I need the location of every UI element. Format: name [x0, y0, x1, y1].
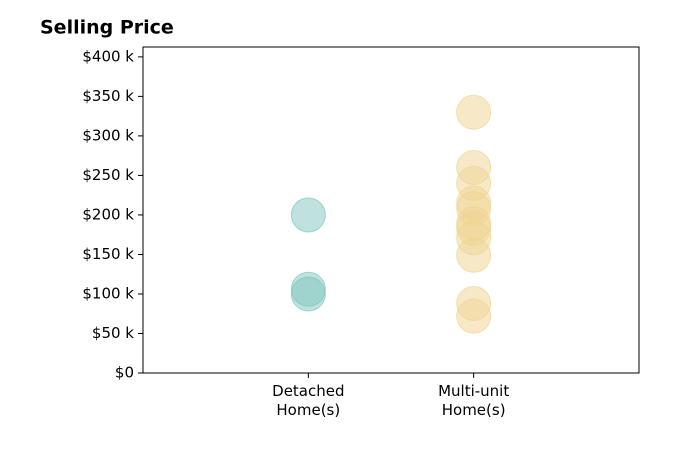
- y-tick-label: $300 k: [82, 126, 134, 144]
- point: [456, 94, 492, 130]
- y-tick-label: $400 k: [82, 47, 134, 65]
- point: [290, 276, 326, 312]
- x-tick-label: Detached Home(s): [272, 382, 345, 419]
- y-tick-label: $150 k: [82, 245, 134, 263]
- y-tick-label: $350 k: [82, 87, 134, 105]
- y-tick-label: $50 k: [92, 324, 134, 342]
- point: [456, 237, 492, 273]
- plot-frame: [142, 46, 640, 374]
- point: [290, 197, 326, 233]
- chart-title: Selling Price: [40, 17, 174, 39]
- x-tick-label: Multi-unit Home(s): [438, 382, 510, 419]
- y-tick-label: $100 k: [82, 284, 134, 302]
- y-tick-label: $0: [115, 364, 134, 382]
- y-tick-label: $250 k: [82, 166, 134, 184]
- point: [456, 298, 492, 334]
- y-tick-label: $200 k: [82, 205, 134, 223]
